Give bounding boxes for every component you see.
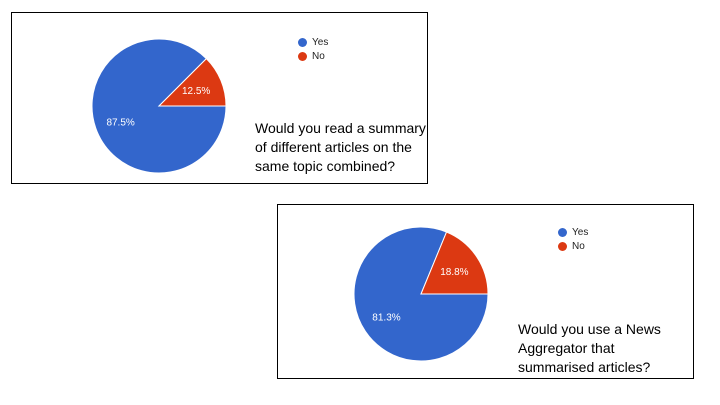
pie-chart-news-aggregator: 81.3% 18.8%: [353, 226, 489, 362]
question-text: Would you use a News Aggregator that sum…: [518, 321, 661, 375]
legend-dot-no: [298, 52, 307, 61]
legend-label-yes: Yes: [312, 37, 329, 48]
legend-label-no: No: [312, 51, 325, 62]
pie-slice-no: [157, 57, 227, 107]
slice-label-yes: 81.3%: [372, 313, 400, 324]
legend-dot-yes: [298, 38, 307, 47]
legend-dot-yes: [558, 228, 567, 237]
question-text: Would you read a summary of different ar…: [255, 120, 426, 174]
slice-label-yes: 87.5%: [106, 117, 134, 128]
chart-panel-news-aggregator: 81.3% 18.8% Yes No Would you use a News A…: [277, 204, 694, 379]
pie-slice-no: [420, 231, 489, 295]
pie-chart-reading-summary: 87.5% 12.5%: [91, 38, 227, 174]
slice-label-no: 18.8%: [440, 267, 468, 278]
slice-label-no: 12.5%: [182, 86, 210, 97]
pie-slice-yes: [91, 38, 227, 174]
legend-dot-no: [558, 242, 567, 251]
chart-panel-reading-summary: 87.5% 12.5% Yes No Would you read a summa…: [11, 12, 428, 184]
legend-label-yes: Yes: [572, 227, 589, 238]
pie-slice-yes: [353, 226, 489, 362]
legend-label-no: No: [572, 241, 585, 252]
